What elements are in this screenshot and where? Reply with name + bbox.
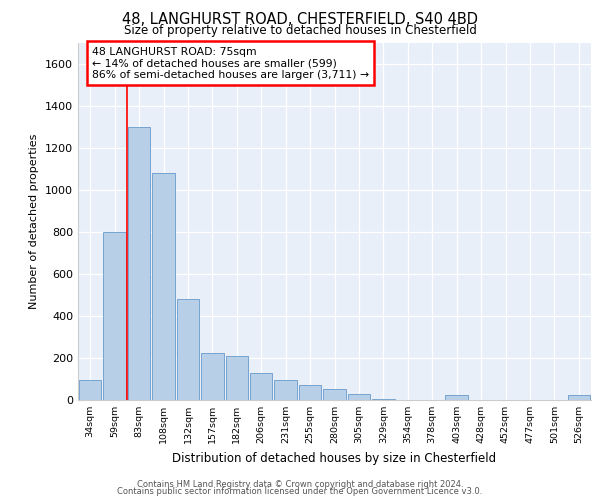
- Text: Contains HM Land Registry data © Crown copyright and database right 2024.: Contains HM Land Registry data © Crown c…: [137, 480, 463, 489]
- Bar: [372, 399, 395, 400]
- Text: 48, LANGHURST ROAD, CHESTERFIELD, S40 4BD: 48, LANGHURST ROAD, CHESTERFIELD, S40 4B…: [122, 12, 478, 28]
- Bar: [250, 372, 272, 400]
- Text: Contains public sector information licensed under the Open Government Licence v3: Contains public sector information licen…: [118, 487, 482, 496]
- Bar: [226, 356, 248, 400]
- Bar: [445, 394, 468, 400]
- Bar: [79, 380, 101, 400]
- Bar: [347, 394, 370, 400]
- Bar: [568, 394, 590, 400]
- Text: 48 LANGHURST ROAD: 75sqm
← 14% of detached houses are smaller (599)
86% of semi-: 48 LANGHURST ROAD: 75sqm ← 14% of detach…: [92, 46, 369, 80]
- Text: Size of property relative to detached houses in Chesterfield: Size of property relative to detached ho…: [124, 24, 476, 37]
- Y-axis label: Number of detached properties: Number of detached properties: [29, 134, 40, 309]
- Bar: [299, 386, 322, 400]
- Bar: [128, 126, 151, 400]
- X-axis label: Distribution of detached houses by size in Chesterfield: Distribution of detached houses by size …: [172, 452, 497, 464]
- Bar: [323, 390, 346, 400]
- Bar: [176, 299, 199, 400]
- Bar: [103, 232, 126, 400]
- Bar: [274, 380, 297, 400]
- Bar: [201, 352, 224, 400]
- Bar: [152, 173, 175, 400]
